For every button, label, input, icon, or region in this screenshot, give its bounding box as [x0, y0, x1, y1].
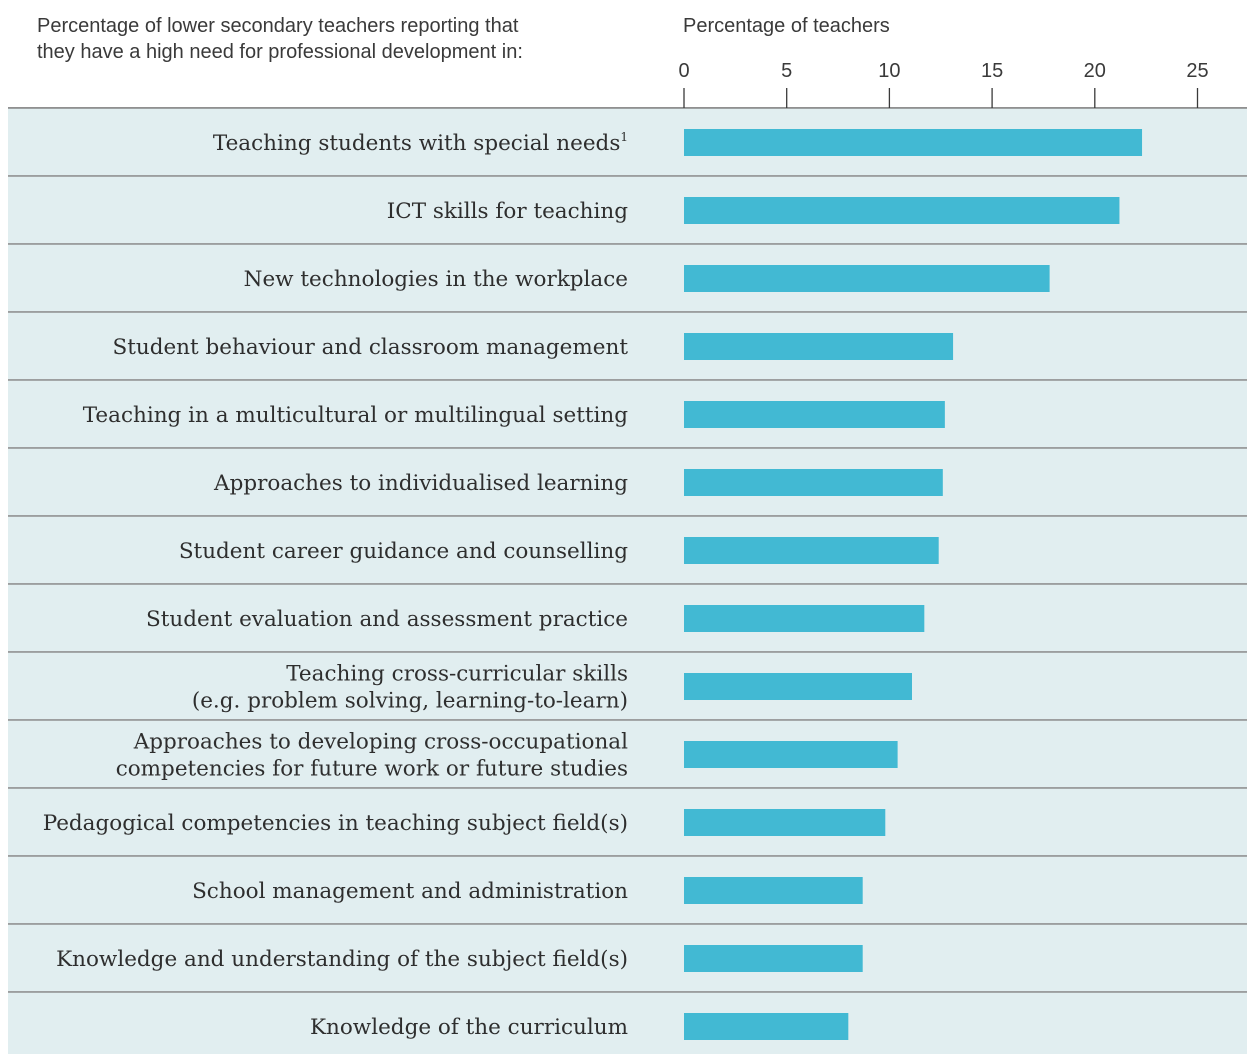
- row-background: [8, 652, 1247, 720]
- x-tick-label: 10: [878, 60, 900, 82]
- category-label: Knowledge and understanding of the subje…: [56, 947, 628, 972]
- bar: [684, 1013, 849, 1040]
- chart-title: Percentage of lower secondary teachers r…: [37, 15, 523, 63]
- bar: [684, 537, 939, 564]
- category-label: Knowledge of the curriculum: [310, 1015, 628, 1040]
- category-label: competencies for future work or future s…: [116, 757, 628, 782]
- category-label: Student evaluation and assessment practi…: [146, 607, 628, 632]
- bar: [684, 741, 898, 768]
- category-label: New technologies in the workplace: [244, 267, 628, 292]
- x-axis: 0 5 10 15 20 25: [678, 60, 1209, 108]
- bar: [684, 401, 945, 428]
- row-background: [8, 312, 1247, 380]
- category-label: Approaches to developing cross-occupatio…: [133, 730, 628, 755]
- category-labels: Teaching students with special needs1 ICT…: [43, 130, 629, 1040]
- row-background: [8, 516, 1247, 584]
- bar: [684, 197, 1120, 224]
- bar: [684, 877, 863, 904]
- x-tick-label: 15: [981, 60, 1003, 82]
- category-label: Pedagogical competencies in teaching sub…: [43, 811, 628, 836]
- category-label: ICT skills for teaching: [387, 199, 628, 224]
- row-background: [8, 856, 1247, 924]
- category-label: School management and administration: [192, 879, 628, 904]
- row-background: [8, 720, 1247, 788]
- category-label: Teaching in a multicultural or multiling…: [83, 403, 628, 428]
- row-background: [8, 992, 1247, 1054]
- bar: [684, 265, 1050, 292]
- bar: [684, 469, 943, 496]
- x-tick-label: 0: [678, 60, 689, 82]
- x-tick-label: 25: [1186, 60, 1208, 82]
- bar: [684, 605, 925, 632]
- row-backgrounds: [8, 107, 1247, 1054]
- row-background: [8, 448, 1247, 516]
- category-label: Teaching cross-curricular skills: [286, 662, 628, 687]
- row-background: [8, 584, 1247, 652]
- x-axis-title: Percentage of teachers: [683, 15, 890, 37]
- bar: [684, 129, 1143, 156]
- row-background: [8, 380, 1247, 448]
- row-background: [8, 924, 1247, 992]
- bars: [684, 129, 1143, 1040]
- bar: [684, 673, 912, 700]
- bar: [684, 333, 954, 360]
- bar: [684, 945, 863, 972]
- x-tick-label: 5: [781, 60, 792, 82]
- category-label: Student behaviour and classroom manageme…: [112, 335, 628, 360]
- category-label: (e.g. problem solving, learning-to-learn…: [192, 689, 628, 714]
- category-label: Student career guidance and counselling: [179, 539, 628, 564]
- bar: [684, 809, 886, 836]
- category-label: Approaches to individualised learning: [213, 471, 628, 496]
- x-tick-label: 20: [1084, 60, 1106, 82]
- row-background: [8, 788, 1247, 856]
- category-label: Teaching students with special needs1: [213, 130, 628, 156]
